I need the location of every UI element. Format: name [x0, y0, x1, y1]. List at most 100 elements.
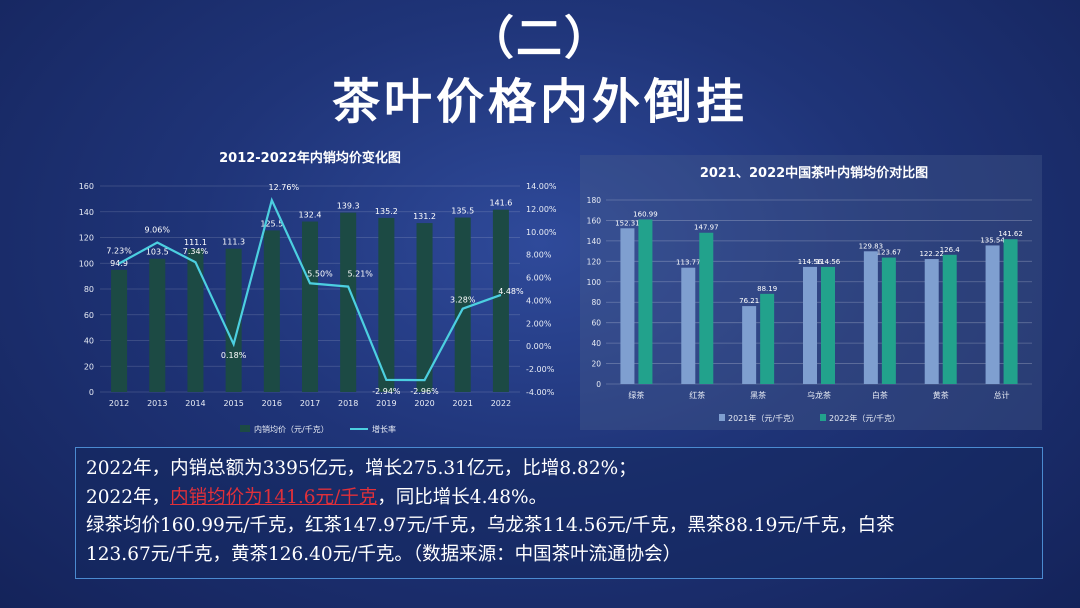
chart2-bar-label: 113.77 — [676, 259, 701, 267]
chart1-y2-tick-label: 4.00% — [526, 296, 552, 305]
chart2-x-tick-label: 白茶 — [872, 390, 888, 400]
chart2-y-tick-label: 60 — [591, 319, 601, 328]
summary-line-3: 绿茶均价160.99元/千克，红茶147.97元/千克，乌龙茶114.56元/千… — [86, 515, 895, 536]
summary-line-2: 2022年，内销均价为141.6元/千克，同比增长4.48%。 — [86, 484, 1032, 513]
summary-line-2-a: 2022年， — [86, 486, 171, 508]
summary-line-4: 123.67元/千克，黄茶126.40元/千克。（数据来源：中国茶叶流通协会） — [86, 543, 682, 565]
chart2-y-tick-label: 80 — [591, 298, 601, 307]
chart1-x-tick-label: 2021 — [453, 399, 473, 408]
chart2-bar-label: 135.54 — [980, 236, 1005, 244]
chart2-bar-label: 123.67 — [877, 249, 902, 257]
chart1-x-tick-label: 2014 — [185, 399, 205, 408]
chart2-bar — [942, 254, 957, 384]
chart1-bar — [301, 221, 319, 392]
chart2-y-tick-label: 40 — [591, 339, 601, 348]
chart2-x-tick-label: 黑茶 — [750, 390, 766, 400]
chart1-y2-tick-label: 0.00% — [526, 342, 552, 351]
page-title: 茶叶价格内外倒挂 — [331, 74, 748, 130]
chart2-legend-swatch-2022 — [820, 414, 826, 421]
chart1-line-label: 9.06% — [145, 226, 171, 235]
chart1-y2-tick-label: -4.00% — [526, 388, 555, 397]
chart2-bar — [821, 266, 835, 384]
chart1-line-label: 5.21% — [347, 270, 373, 279]
chart2-bar-label: 76.21 — [739, 297, 759, 305]
chart1-x-tick-label: 2022 — [491, 399, 511, 408]
chart1-y-tick-label: 120 — [79, 234, 94, 243]
chart1-x-tick-label: 2012 — [109, 399, 129, 408]
chart1-bar — [378, 217, 395, 392]
chart2-bar-label: 126.4 — [940, 246, 961, 254]
chart1-bar-label: 132.4 — [299, 211, 322, 220]
chart2-y-tick-label: 0 — [596, 380, 601, 389]
chart2-x-tick-label: 黄茶 — [933, 390, 949, 400]
chart2-bar — [1003, 239, 1018, 384]
chart1-bar-label: 111.3 — [222, 238, 245, 247]
chart2-bar-label: 141.62 — [998, 230, 1023, 238]
chart2-bar — [699, 232, 714, 384]
chart1-bar — [416, 223, 433, 392]
chart1-x-tick-label: 2018 — [338, 399, 358, 408]
chart2-bar-label: 88.19 — [757, 285, 777, 293]
chart2-bar — [620, 228, 635, 384]
chart1-y2-tick-label: 8.00% — [526, 251, 552, 260]
chart2-x-tick-label: 绿茶 — [628, 390, 644, 400]
chart2-bar — [985, 245, 1000, 384]
chart1-x-tick-label: 2017 — [300, 399, 320, 408]
chart1-title: 2012-2022年内销均价变化图 — [219, 150, 401, 166]
summary-textbox: 2022年，内销总额为3395亿元，增长275.31亿元，比增8.82%； 20… — [75, 447, 1043, 579]
chart1-bar-label: 131.2 — [413, 212, 436, 221]
chart2-y-tick-label: 160 — [587, 216, 602, 225]
chart1-y-tick-label: 60 — [84, 311, 94, 320]
chart1-y-tick-label: 0 — [89, 388, 94, 397]
chart1-y2-tick-label: 12.00% — [526, 205, 557, 214]
chart2-y-tick-label: 180 — [587, 196, 602, 205]
chart2-x-tick-label: 红茶 — [689, 390, 705, 400]
chart1-y-tick-label: 140 — [79, 208, 94, 217]
chart2-bar — [681, 267, 696, 384]
chart2-bar — [638, 219, 653, 384]
chart1-y2-tick-label: 10.00% — [526, 228, 557, 237]
chart1-legend-bar-label: 内销均价（元/千克） — [254, 424, 329, 434]
chart1-x-tick-label: 2019 — [376, 399, 396, 408]
chart1-x-tick-label: 2015 — [223, 399, 243, 408]
chart1-line-label: 3.28% — [450, 296, 476, 305]
chart1-line-label: -2.96% — [410, 387, 439, 396]
chart1-line-label: 7.23% — [106, 246, 132, 255]
chart2-legend-swatch-2021 — [719, 414, 725, 421]
chart2-bar-label: 114.56 — [798, 258, 823, 266]
chart2-bar — [924, 259, 939, 384]
chart1-x-tick-label: 2020 — [414, 399, 434, 408]
chart2-legend-2022-label: 2022年（元/千克） — [829, 413, 900, 423]
chart1-bar-label: 135.2 — [375, 207, 398, 216]
section-number: （二） — [468, 11, 612, 65]
chart2-bar — [881, 257, 896, 384]
chart1-y-tick-label: 80 — [84, 285, 94, 294]
chart2-y-tick-label: 100 — [587, 278, 602, 287]
chart2-y-tick-label: 120 — [587, 257, 602, 266]
chart2-x-tick-label: 总计 — [994, 390, 1010, 400]
chart1-bar — [263, 230, 280, 392]
chart1-line-label: 0.18% — [221, 351, 247, 360]
chart1-bar-label: 125.5 — [260, 219, 283, 228]
chart1-bar-label: 135.5 — [451, 207, 474, 216]
chart1-legend-swatch-bar — [240, 425, 250, 432]
chart1-line-label: 7.34% — [183, 247, 209, 256]
chart1-x-tick-label: 2013 — [147, 399, 167, 408]
chart1-y2-tick-label: 6.00% — [526, 274, 552, 283]
chart2-y-tick-label: 140 — [587, 237, 602, 246]
chart2-bar — [742, 306, 757, 384]
chart1-bar-label: 103.5 — [146, 248, 169, 257]
summary-line-1: 2022年，内销总额为3395亿元，增长275.31亿元，比增8.82%； — [86, 458, 637, 479]
chart2-title: 2021、2022中国茶叶内销均价对比图 — [700, 165, 928, 181]
chart1-bar — [187, 248, 204, 392]
chart2-x-tick-label: 乌龙茶 — [807, 390, 831, 400]
chart1-legend-line-label: 增长率 — [372, 424, 396, 434]
chart1-y2-tick-label: 2.00% — [526, 319, 552, 328]
chart2-bar-label: 114.56 — [816, 258, 841, 266]
chart1-y-tick-label: 40 — [84, 337, 94, 346]
chart1-bar — [111, 269, 128, 392]
chart2-legend-2021-label: 2021年（元/千克） — [728, 413, 799, 423]
chart1-x-tick-label: 2016 — [262, 399, 282, 408]
chart2-bar — [760, 293, 775, 384]
chart2-bar-label: 129.83 — [859, 242, 884, 250]
